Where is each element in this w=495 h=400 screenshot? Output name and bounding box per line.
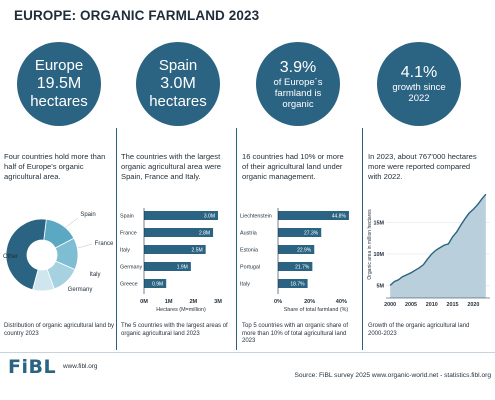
bar-data-label: 27.3% <box>304 231 319 237</box>
description-1: Four countries hold more than half of Eu… <box>4 152 106 181</box>
bar-data-label: 18.7% <box>290 282 305 288</box>
source-note: Source: FiBL survey 2025 www.organic-wor… <box>294 372 491 379</box>
y-tick-label: 10M <box>374 252 385 258</box>
bar <box>144 228 214 237</box>
page-title: EUROPE: ORGANIC FARMLAND 2023 <box>14 8 260 23</box>
bar <box>144 211 218 220</box>
x-tick-label: 40% <box>336 299 347 305</box>
description-2: The countries with the largest organic a… <box>121 152 222 181</box>
bar-category-label: Greece <box>120 282 138 288</box>
y-axis-label: Organic area in million hectares <box>367 209 373 280</box>
description-4: In 2023, about 767'000 hectares more wer… <box>368 152 477 181</box>
bar-data-label: 2.8M <box>199 231 210 237</box>
x-tick-label: 2005 <box>405 302 417 308</box>
area-line <box>389 193 487 286</box>
circle-value: 3.0M <box>160 75 196 92</box>
stat-circle-spain: Spain 3.0M hectares <box>136 42 220 126</box>
caption-2: The 5 countries with the largest areas o… <box>121 323 228 337</box>
x-tick-label: 3M <box>214 299 222 305</box>
bar-category-label: Austria <box>240 231 257 237</box>
circle-text: of Europe´s farmland is organic <box>273 76 323 110</box>
stat-circle-share: 3.9% of Europe´s farmland is organic <box>256 42 340 126</box>
bar <box>278 211 349 220</box>
stat-circle-europe: Europe 19.5M hectares <box>17 42 101 126</box>
footer-divider <box>0 352 495 353</box>
area-fill <box>390 194 486 298</box>
bar-category-label: Estonia <box>240 248 258 254</box>
caption-4: Growth of the organic agricultural land … <box>368 323 470 337</box>
bar-chart-share: Liechtenstein 44.8% Austria 27.3% Estonia 22.… <box>240 208 349 313</box>
bar-category-label: Germany <box>120 265 142 271</box>
pie-chart: Spain France Italy Germany Other <box>3 212 114 293</box>
circle-label: Spain <box>158 57 198 74</box>
x-tick-label: 0% <box>274 299 282 305</box>
bar-category-label: France <box>120 231 137 237</box>
bar <box>278 262 313 271</box>
bar-category-label: Italy <box>240 282 250 288</box>
circle-unit: hectares <box>149 93 207 110</box>
x-tick-label: 2020 <box>467 302 479 308</box>
bar-data-label: 0.9M <box>152 282 163 288</box>
bar <box>144 245 206 254</box>
x-tick-label: 2M <box>189 299 197 305</box>
bar-data-label: 21.7% <box>295 265 310 271</box>
bar <box>144 279 167 288</box>
pie-label: Other <box>3 254 18 260</box>
circle-unit: hectares <box>30 93 88 110</box>
bar-category-label: Portugal <box>240 265 260 271</box>
bar-data-label: 3.0M <box>204 214 215 220</box>
column-divider <box>236 128 237 350</box>
description-3: 16 countries had 10% or more of their ag… <box>242 152 344 181</box>
x-tick-label: 1M <box>165 299 173 305</box>
circle-value: 4.1% <box>400 64 438 81</box>
bar-data-label: 2.5M <box>192 248 203 254</box>
circle-text: growth since 2022 <box>392 82 446 104</box>
leader-line <box>77 243 93 249</box>
leader-line <box>61 217 79 231</box>
bar-data-label: 22.9% <box>297 248 312 254</box>
x-axis-label: Share of total farmland (%) <box>284 307 349 313</box>
column-divider <box>362 128 363 350</box>
bar-chart-countries: Spain 3.0M France 2.8M Italy 2.5M Germany 1.9M G… <box>120 208 222 313</box>
pie-label: Spain <box>80 212 95 218</box>
bar-category-label: Liechtenstein <box>240 214 272 220</box>
fibl-logo: FiBL <box>8 356 57 378</box>
area-chart-growth: 5M 10M 15M 2000 2005 2010 2015 2020 Organic area… <box>367 193 490 308</box>
bar <box>278 245 315 254</box>
bar-data-label: 44.8% <box>332 214 347 220</box>
x-tick-label: 0M <box>140 299 148 305</box>
website-link[interactable]: www.fibl.org <box>63 363 98 370</box>
bar <box>144 262 191 271</box>
x-axis-label: Hectares (M=million) <box>156 307 206 313</box>
y-tick-label: 5M <box>377 283 385 289</box>
bar-data-label: 1.9M <box>177 265 188 271</box>
pie-label: Italy <box>89 272 100 278</box>
stat-circle-growth: 4.1% growth since 2022 <box>377 42 461 126</box>
x-tick-label: 2000 <box>384 302 396 308</box>
x-tick-label: 2015 <box>447 302 459 308</box>
pie-label: France <box>95 241 114 247</box>
pie-label: Germany <box>68 287 93 293</box>
bar-category-label: Spain <box>120 214 134 220</box>
caption-3: Top 5 countries with an organic share of… <box>242 323 349 345</box>
bar-category-label: Italy <box>120 248 130 254</box>
x-tick-label: 20% <box>304 299 315 305</box>
y-tick-label: 15M <box>374 220 385 226</box>
bar <box>278 228 322 237</box>
x-tick-label: 2010 <box>426 302 438 308</box>
circle-label: Europe <box>34 57 84 74</box>
column-divider <box>116 128 117 350</box>
bar <box>278 279 308 288</box>
caption-1: Distribution of organic agricultural lan… <box>4 323 115 337</box>
pie-slice <box>5 218 47 291</box>
circle-value: 19.5M <box>36 75 82 92</box>
circle-value: 3.9% <box>279 58 317 76</box>
